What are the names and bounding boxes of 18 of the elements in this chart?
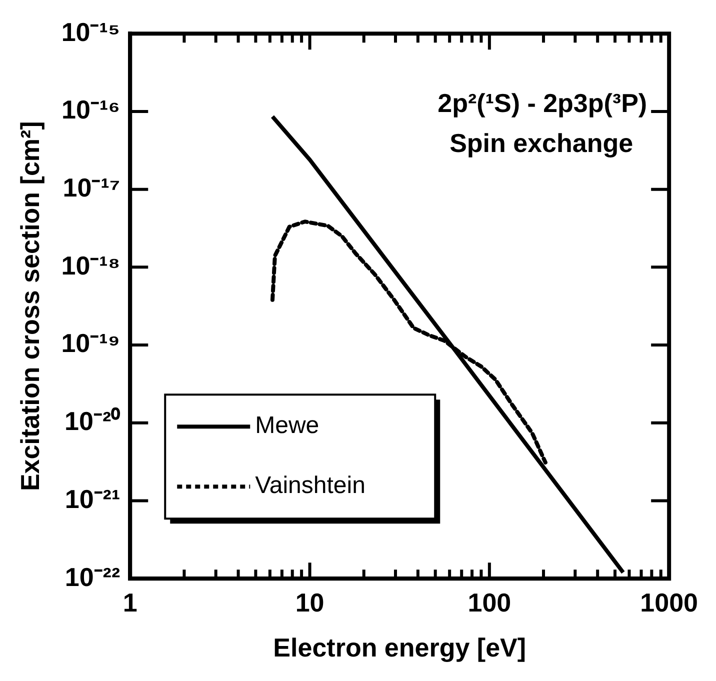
y-tick-label: 10⁻²⁰	[64, 406, 122, 436]
legend-label: Vainshtein	[255, 472, 366, 500]
y-tick-label: 10⁻²¹	[64, 484, 120, 514]
y-tick-label: 10⁻¹⁹	[61, 328, 120, 358]
x-tick-label: 1000	[640, 587, 698, 618]
y-tick-label: 10⁻²²	[64, 562, 120, 592]
x-axis-title: Electron energy [eV]	[273, 632, 526, 663]
y-tick-label: 10⁻¹⁸	[61, 250, 120, 280]
y-tick-label: 10⁻¹⁷	[62, 172, 120, 202]
x-tick-label: 100	[468, 587, 512, 618]
legend-label: Mewe	[255, 412, 320, 440]
y-axis-title: Excitation cross section [cm²]	[14, 121, 45, 492]
x-tick-label: 1	[122, 587, 138, 618]
annotation: Spin exchange	[450, 128, 634, 158]
y-tick-label: 10⁻¹⁵	[61, 16, 120, 47]
x-tick-label: 10	[295, 587, 324, 618]
y-tick-label: 10⁻¹⁶	[62, 94, 120, 125]
annotation: 2p²(¹S) - 2p3p(³P)	[438, 88, 648, 118]
